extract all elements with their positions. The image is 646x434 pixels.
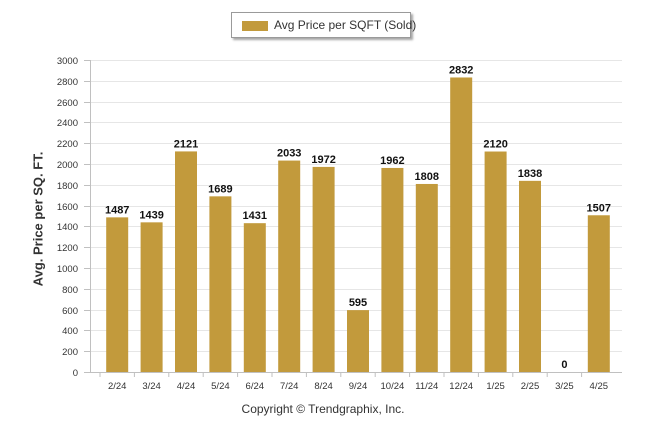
data-label: 1972	[311, 154, 335, 166]
y-tick-label: 2200	[57, 139, 78, 150]
legend-label: Avg Price per SQFT (Sold)	[274, 18, 417, 32]
bar	[519, 180, 541, 372]
data-label: 1962	[380, 155, 404, 167]
x-tick-label: 8/24	[314, 381, 333, 392]
x-tick-label: 4/24	[177, 381, 196, 392]
data-label: 1507	[587, 202, 611, 214]
data-label: 2121	[174, 138, 198, 150]
legend-swatch	[242, 21, 268, 31]
bar	[209, 196, 232, 372]
data-label: 2832	[449, 64, 473, 76]
x-tick-label: 2/24	[108, 381, 127, 392]
bar	[484, 151, 507, 372]
bar	[106, 217, 129, 372]
bar	[175, 151, 197, 372]
data-label: 1487	[105, 204, 129, 216]
bar	[587, 215, 610, 372]
data-label: 1431	[243, 210, 267, 222]
bar	[450, 77, 473, 373]
x-tick-label: 6/24	[246, 381, 265, 392]
y-tick-label: 1200	[57, 243, 78, 254]
x-tick-label: 12/24	[449, 381, 473, 392]
y-tick-label: 2400	[57, 118, 78, 129]
bar	[278, 160, 301, 372]
data-label: 2120	[483, 139, 507, 151]
y-tick-label: 1600	[57, 202, 78, 213]
x-tick-label: 9/24	[349, 381, 368, 392]
bar	[243, 223, 266, 372]
bar	[415, 183, 438, 372]
data-label: 0	[561, 359, 567, 371]
data-label: 1838	[518, 168, 542, 180]
y-tick-label: 0	[73, 368, 78, 379]
copyright-text: Copyright © Trendgraphix, Inc.	[241, 402, 405, 416]
x-tick-label: 10/24	[381, 381, 405, 392]
y-tick-label: 2000	[57, 160, 78, 171]
y-tick-label: 1800	[57, 181, 78, 192]
bar	[347, 310, 369, 372]
x-tick-label: 2/25	[521, 381, 540, 392]
y-tick-label: 800	[62, 285, 78, 296]
x-tick-label: 5/24	[211, 381, 230, 392]
data-label: 1689	[208, 183, 232, 195]
data-label: 1808	[415, 171, 439, 183]
data-label: 595	[349, 297, 367, 309]
x-tick-label: 11/24	[415, 381, 438, 392]
y-tick-label: 2600	[57, 98, 78, 109]
y-tick-label: 400	[62, 326, 78, 337]
y-tick-label: 3000	[57, 56, 78, 67]
data-label: 1439	[139, 209, 163, 221]
legend: Avg Price per SQFT (Sold)	[231, 12, 416, 38]
x-tick-label: 1/25	[486, 381, 505, 392]
y-tick-label: 2800	[57, 77, 78, 88]
bar	[381, 167, 404, 372]
x-tick-label: 7/24	[280, 381, 299, 392]
bar	[312, 166, 335, 372]
y-tick-label: 600	[62, 306, 78, 317]
x-tick-label: 4/25	[590, 381, 609, 392]
y-tick-label: 1000	[57, 264, 78, 275]
data-label: 2033	[277, 148, 301, 160]
x-tick-label: 3/24	[142, 381, 161, 392]
y-tick-label: 1400	[57, 222, 78, 233]
bar	[140, 222, 163, 372]
y-tick-label: 200	[62, 347, 78, 358]
x-tick-label: 3/25	[555, 381, 574, 392]
